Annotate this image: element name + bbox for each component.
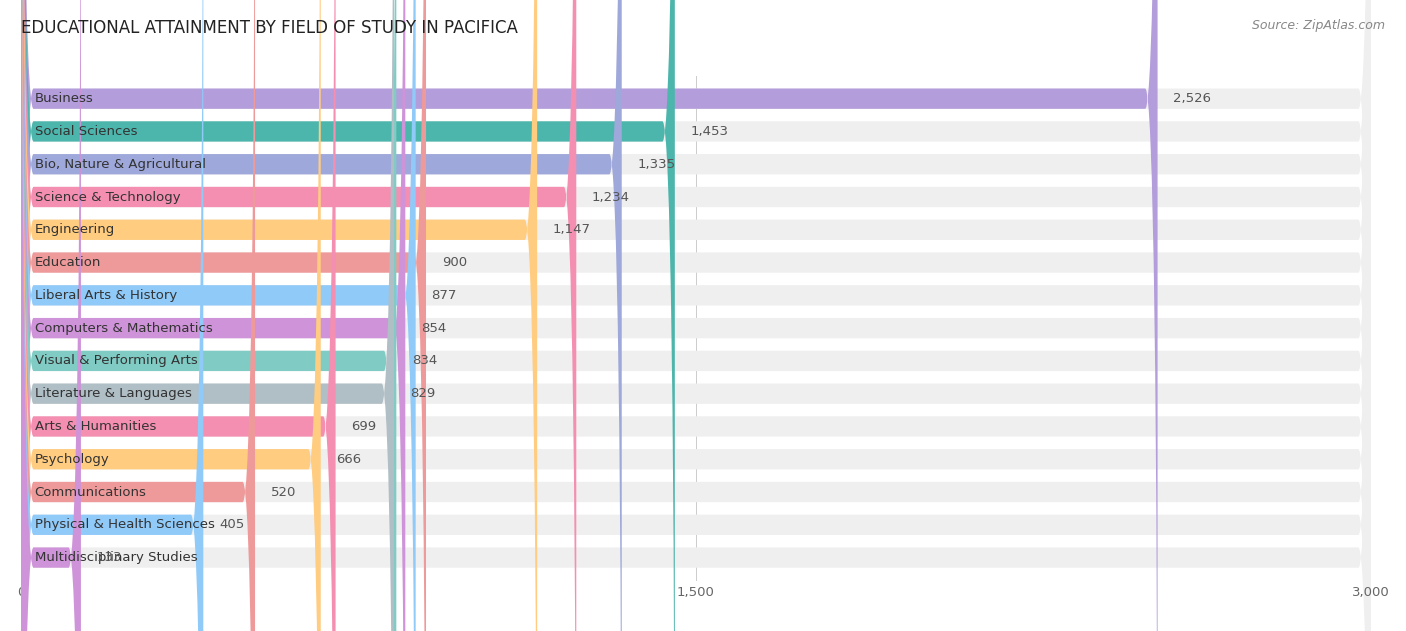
FancyBboxPatch shape — [21, 0, 1371, 631]
FancyBboxPatch shape — [21, 0, 1371, 631]
Text: Visual & Performing Arts: Visual & Performing Arts — [35, 355, 197, 367]
FancyBboxPatch shape — [21, 0, 1371, 631]
Text: Literature & Languages: Literature & Languages — [35, 387, 191, 400]
Text: 900: 900 — [441, 256, 467, 269]
FancyBboxPatch shape — [21, 0, 1371, 631]
FancyBboxPatch shape — [21, 0, 416, 631]
FancyBboxPatch shape — [21, 0, 336, 631]
FancyBboxPatch shape — [21, 0, 204, 631]
Text: 133: 133 — [97, 551, 122, 564]
FancyBboxPatch shape — [21, 0, 675, 631]
Text: Arts & Humanities: Arts & Humanities — [35, 420, 156, 433]
Text: 1,147: 1,147 — [553, 223, 591, 236]
Text: Source: ZipAtlas.com: Source: ZipAtlas.com — [1251, 19, 1385, 32]
Text: Engineering: Engineering — [35, 223, 115, 236]
Text: Physical & Health Sciences: Physical & Health Sciences — [35, 518, 215, 531]
Text: Bio, Nature & Agricultural: Bio, Nature & Agricultural — [35, 158, 205, 171]
FancyBboxPatch shape — [21, 0, 1371, 631]
Text: EDUCATIONAL ATTAINMENT BY FIELD OF STUDY IN PACIFICA: EDUCATIONAL ATTAINMENT BY FIELD OF STUDY… — [21, 19, 517, 37]
Text: 1,453: 1,453 — [690, 125, 728, 138]
Text: Social Sciences: Social Sciences — [35, 125, 138, 138]
FancyBboxPatch shape — [21, 0, 1157, 631]
FancyBboxPatch shape — [21, 0, 1371, 631]
FancyBboxPatch shape — [21, 0, 1371, 631]
FancyBboxPatch shape — [21, 0, 426, 631]
FancyBboxPatch shape — [21, 0, 1371, 631]
Text: 520: 520 — [271, 485, 297, 498]
Text: 877: 877 — [432, 289, 457, 302]
FancyBboxPatch shape — [21, 0, 1371, 631]
Text: 1,335: 1,335 — [637, 158, 676, 171]
Text: Science & Technology: Science & Technology — [35, 191, 180, 204]
FancyBboxPatch shape — [21, 0, 254, 631]
FancyBboxPatch shape — [21, 0, 405, 631]
FancyBboxPatch shape — [21, 0, 1371, 631]
FancyBboxPatch shape — [21, 0, 621, 631]
Text: 2,526: 2,526 — [1174, 92, 1212, 105]
FancyBboxPatch shape — [21, 0, 537, 631]
Text: 829: 829 — [409, 387, 434, 400]
Text: 699: 699 — [352, 420, 377, 433]
Text: Business: Business — [35, 92, 93, 105]
FancyBboxPatch shape — [21, 0, 1371, 631]
Text: Multidisciplinary Studies: Multidisciplinary Studies — [35, 551, 197, 564]
Text: Computers & Mathematics: Computers & Mathematics — [35, 322, 212, 334]
FancyBboxPatch shape — [21, 0, 82, 631]
Text: Education: Education — [35, 256, 101, 269]
FancyBboxPatch shape — [21, 0, 1371, 631]
Text: 666: 666 — [336, 452, 361, 466]
FancyBboxPatch shape — [21, 0, 1371, 631]
Text: 834: 834 — [412, 355, 437, 367]
Text: 405: 405 — [219, 518, 245, 531]
Text: Communications: Communications — [35, 485, 146, 498]
Text: 1,234: 1,234 — [592, 191, 630, 204]
FancyBboxPatch shape — [21, 0, 1371, 631]
Text: Psychology: Psychology — [35, 452, 110, 466]
FancyBboxPatch shape — [21, 0, 396, 631]
FancyBboxPatch shape — [21, 0, 1371, 631]
FancyBboxPatch shape — [21, 0, 576, 631]
FancyBboxPatch shape — [21, 0, 321, 631]
Text: Liberal Arts & History: Liberal Arts & History — [35, 289, 177, 302]
FancyBboxPatch shape — [21, 0, 394, 631]
Text: 854: 854 — [420, 322, 446, 334]
